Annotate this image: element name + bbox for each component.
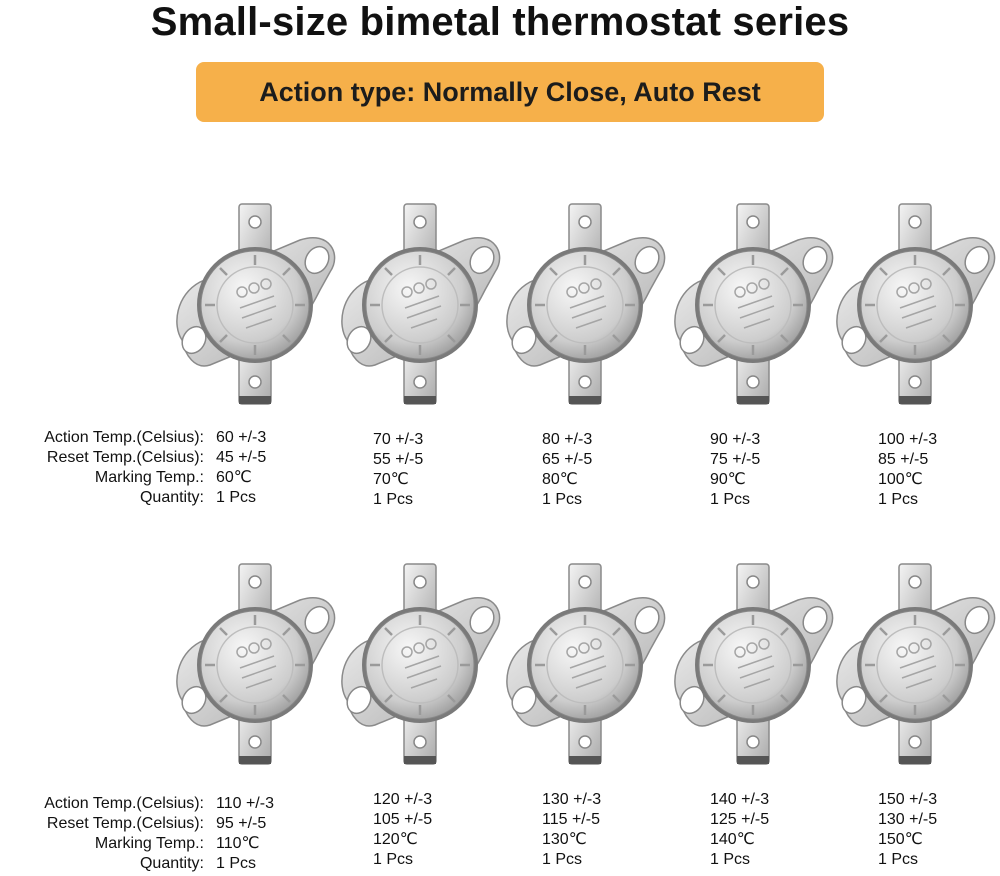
page-title: Small-size bimetal thermostat series (150, 0, 850, 44)
reset-temp-value: 45 +/-5 (216, 449, 267, 466)
marking-temp-label: Marking Temp.: (94, 835, 204, 852)
quantity-value: 1 Pcs (710, 851, 751, 868)
reset-temp-value: 95 +/-5 (216, 815, 267, 832)
product-specs: 60 +/-3 45 +/-5 60℃ 1 Pcs (216, 428, 266, 508)
product-specs: 150 +/-3 130 +/-5 150℃ 1 Pcs (878, 790, 937, 870)
action-type-banner: Action type: Normally Close, Auto Rest (196, 62, 824, 122)
thermostat-image (335, 560, 505, 770)
quantity-value: 1 Pcs (710, 491, 751, 508)
reset-temp-value: 55 +/-5 (373, 451, 424, 468)
quantity-label: Quantity: (139, 489, 204, 506)
reset-temp-label: Reset Temp.(Celsius): (46, 449, 204, 466)
reset-temp-label: Reset Temp.(Celsius): (46, 815, 204, 832)
reset-temp-value: 125 +/-5 (710, 811, 770, 828)
thermostat-image (335, 200, 505, 410)
product-specs: 110 +/-3 95 +/-5 110℃ 1 Pcs (216, 794, 274, 874)
marking-temp-value: 140℃ (710, 831, 755, 848)
action-temp-value: 110 +/-3 (216, 795, 274, 812)
quantity-value: 1 Pcs (216, 855, 257, 872)
action-temp-value: 100 +/-3 (878, 431, 938, 448)
marking-temp-value: 70℃ (373, 471, 409, 488)
spec-labels: Action Temp.(Celsius): Reset Temp.(Celsi… (0, 794, 204, 874)
thermostat-image (500, 200, 670, 410)
reset-temp-value: 105 +/-5 (373, 811, 433, 828)
marking-temp-value: 60℃ (216, 469, 252, 486)
product-specs: 120 +/-3 105 +/-5 120℃ 1 Pcs (373, 790, 432, 870)
product-specs: 90 +/-3 75 +/-5 90℃ 1 Pcs (710, 430, 760, 510)
quantity-value: 1 Pcs (373, 851, 414, 868)
quantity-label: Quantity: (139, 855, 204, 872)
product-specs: 70 +/-3 55 +/-5 70℃ 1 Pcs (373, 430, 423, 510)
thermostat-image (170, 560, 340, 770)
action-temp-label: Action Temp.(Celsius): (44, 429, 204, 446)
marking-temp-value: 150℃ (878, 831, 923, 848)
action-temp-value: 80 +/-3 (542, 431, 593, 448)
action-temp-value: 140 +/-3 (710, 791, 770, 808)
quantity-value: 1 Pcs (878, 491, 919, 508)
thermostat-image (830, 200, 1000, 410)
reset-temp-value: 75 +/-5 (710, 451, 761, 468)
reset-temp-value: 130 +/-5 (878, 811, 938, 828)
action-temp-value: 60 +/-3 (216, 429, 267, 446)
product-specs: 100 +/-3 85 +/-5 100℃ 1 Pcs (878, 430, 937, 510)
marking-temp-value: 90℃ (710, 471, 746, 488)
marking-temp-value: 130℃ (542, 831, 587, 848)
thermostat-image (170, 200, 340, 410)
marking-temp-value: 120℃ (373, 831, 418, 848)
product-specs: 80 +/-3 65 +/-5 80℃ 1 Pcs (542, 430, 592, 510)
banner-text: Action type: Normally Close, Auto Rest (259, 76, 761, 107)
product-specs: 140 +/-3 125 +/-5 140℃ 1 Pcs (710, 790, 769, 870)
quantity-value: 1 Pcs (542, 851, 583, 868)
spec-labels: Action Temp.(Celsius): Reset Temp.(Celsi… (0, 428, 204, 508)
action-temp-value: 90 +/-3 (710, 431, 761, 448)
thermostat-image (830, 560, 1000, 770)
thermostat-image (668, 560, 838, 770)
quantity-value: 1 Pcs (542, 491, 583, 508)
thermostat-image (668, 200, 838, 410)
action-temp-label: Action Temp.(Celsius): (44, 795, 204, 812)
action-temp-value: 70 +/-3 (373, 431, 424, 448)
marking-temp-value: 110℃ (216, 835, 260, 852)
action-temp-value: 150 +/-3 (878, 791, 938, 808)
quantity-value: 1 Pcs (216, 489, 257, 506)
thermostat-image (500, 560, 670, 770)
quantity-value: 1 Pcs (373, 491, 414, 508)
marking-temp-value: 100℃ (878, 471, 923, 488)
marking-temp-label: Marking Temp.: (94, 469, 204, 486)
product-specs: 130 +/-3 115 +/-5 130℃ 1 Pcs (542, 790, 601, 870)
quantity-value: 1 Pcs (878, 851, 919, 868)
action-temp-value: 130 +/-3 (542, 791, 602, 808)
reset-temp-value: 85 +/-5 (878, 451, 929, 468)
reset-temp-value: 115 +/-5 (542, 811, 600, 828)
reset-temp-value: 65 +/-5 (542, 451, 593, 468)
marking-temp-value: 80℃ (542, 471, 578, 488)
action-temp-value: 120 +/-3 (373, 791, 433, 808)
